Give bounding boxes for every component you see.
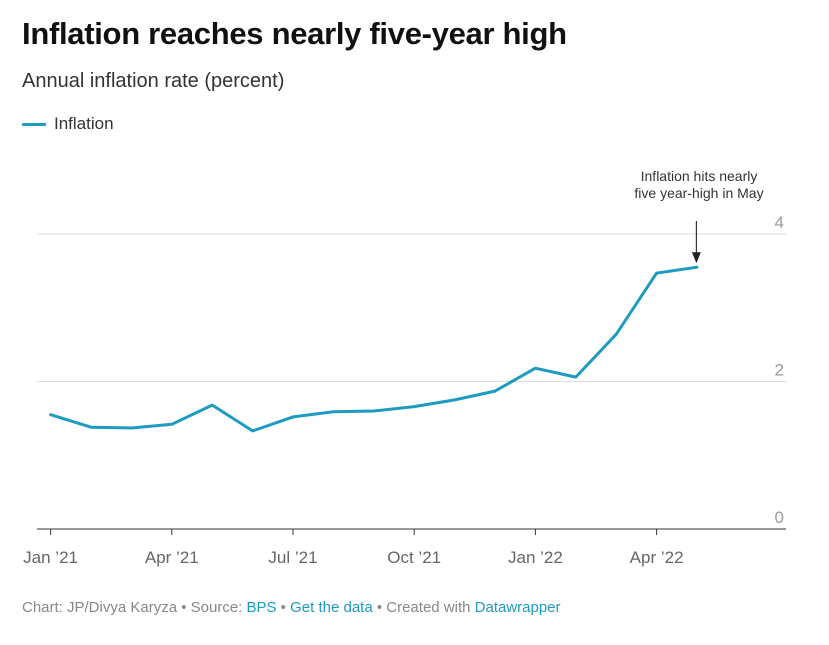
y-tick-label: 2: [775, 361, 784, 380]
source-link[interactable]: BPS: [246, 599, 277, 616]
legend: Inflation: [22, 114, 114, 134]
y-tick-label: 4: [775, 213, 784, 232]
footer-credit: Chart: JP/Divya Karyza • Source:: [22, 599, 247, 616]
footer-created-with: • Created with: [372, 599, 475, 616]
get-data-link[interactable]: Get the data: [290, 599, 373, 616]
x-tick-label: Oct ’21: [387, 548, 441, 567]
chart-title: Inflation reaches nearly five-year high: [22, 16, 567, 51]
x-tick-label: Jan ’21: [23, 548, 78, 567]
datawrapper-link[interactable]: Datawrapper: [474, 599, 561, 616]
annotation-text: Inflation hits nearly five year-high in …: [634, 168, 764, 201]
series-line-inflation: [49, 265, 699, 433]
x-tick-label: Apr ’21: [145, 548, 199, 567]
legend-swatch: [22, 122, 46, 126]
x-tick-label: Jul ’21: [268, 548, 317, 567]
footer: Chart: JP/Divya Karyza • Source: BPS • G…: [22, 599, 561, 616]
legend-label: Inflation: [54, 114, 114, 133]
annotation-arrow-head: [691, 252, 701, 264]
x-tick-label: Apr ’22: [630, 548, 684, 567]
chart-subtitle: Annual inflation rate (percent): [22, 70, 285, 92]
x-tick-label: Jan ’22: [508, 548, 563, 567]
footer-separator: •: [276, 599, 291, 616]
y-tick-label: 0: [775, 508, 784, 527]
